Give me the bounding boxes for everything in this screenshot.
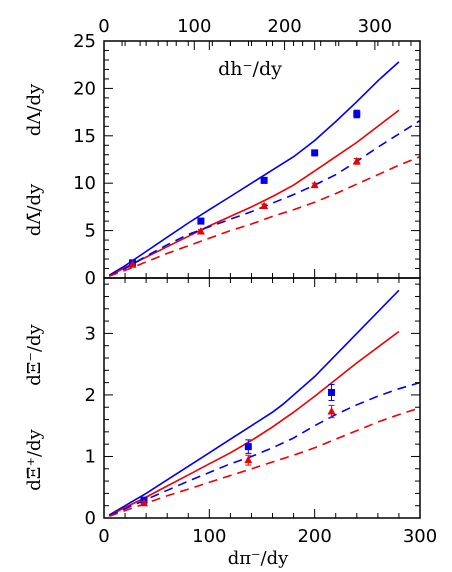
plot-area (108, 61, 420, 277)
y-tick-label: 0 (85, 268, 96, 289)
y-tick-label: 5 (85, 221, 96, 242)
data-point-triangle-red (140, 498, 149, 507)
bottom-xlabel: dπ⁻/dy (228, 548, 289, 569)
y-tick-label: 0 (85, 508, 96, 529)
data-point-square-blue (260, 176, 268, 184)
x-tick-label: 0 (98, 526, 109, 547)
data-point-triangle-red (260, 201, 269, 209)
x-tick-label: 100 (192, 526, 226, 547)
x-tick-label: 300 (403, 526, 437, 547)
plot-area (108, 289, 420, 517)
data-point-square-blue (311, 149, 319, 157)
annotation-dh-dy: dh⁻/dy (218, 58, 282, 80)
y-tick-label: 25 (73, 31, 96, 52)
data-point-square-blue (328, 388, 336, 396)
bottom-ylabel-xi: dΞ⁻/dy (24, 323, 45, 385)
data-point-triangle-red (327, 407, 336, 415)
y-tick-label: 20 (73, 78, 96, 99)
series-line-solid-blue (108, 289, 400, 516)
bottom-ylabel-antixi: dΞ̄⁺/dy (24, 428, 45, 490)
data-point-triangle-red (310, 180, 319, 189)
data-point-square-blue (244, 443, 252, 451)
data-point-triangle-red (352, 156, 361, 165)
y-tick-label: 15 (73, 126, 96, 147)
top-ylabel-lambda: dΛ/dy (24, 83, 45, 136)
y-tick-label: 3 (85, 323, 96, 344)
series-line-dashed-red (109, 407, 420, 517)
data-point-square-blue (197, 217, 205, 225)
series-line-dashed-red (109, 155, 420, 277)
top-tick-label: 100 (177, 16, 211, 37)
panel-frame (103, 277, 421, 519)
data-point-triangle-red (128, 260, 137, 268)
y-tick-label: 2 (85, 385, 96, 406)
bottom-panel: 0 1 2 3 0 100 200 300 (85, 277, 437, 547)
top-tick-label: 300 (358, 16, 392, 37)
series-line-solid-blue (108, 61, 400, 276)
data-point-triangle-red (244, 455, 253, 464)
data-point-triangle-red (196, 227, 205, 235)
top-tick-label: 0 (98, 16, 109, 37)
series-line-solid-red (108, 109, 400, 277)
series-line-dashed-blue (108, 381, 420, 517)
top-tick-label: 200 (267, 16, 301, 37)
data-point-square-blue (353, 110, 361, 118)
y-tick-label: 10 (73, 173, 96, 194)
y-tick-label: 1 (85, 446, 96, 467)
x-tick-label: 200 (297, 526, 331, 547)
top-ylabel-antilambda: dΛ̄/dy (24, 183, 45, 236)
